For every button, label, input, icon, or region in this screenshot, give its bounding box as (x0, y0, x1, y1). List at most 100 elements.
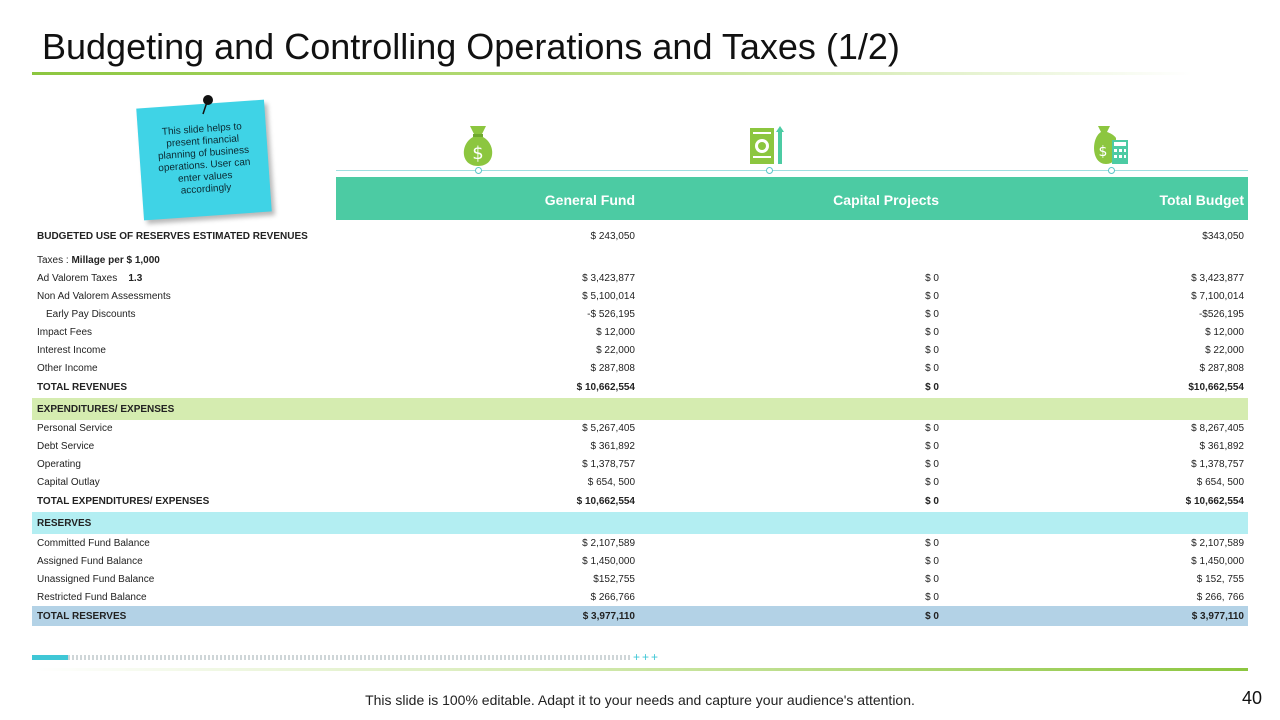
total-budget-value: $ 12,000 (1205, 327, 1244, 338)
table-row: Impact Fees $ 12,000 $ 0 $ 12,000 (32, 324, 1248, 342)
row-label: BUDGETED USE OF RESERVES ESTIMATED REVEN… (37, 231, 308, 242)
total-budget-value: $ 8,267,405 (1191, 423, 1244, 434)
table-row: Early Pay Discounts -$ 526,195 $ 0 -$526… (32, 306, 1248, 324)
plus-decoration: +++ (633, 650, 661, 664)
footer-text: This slide is 100% editable. Adapt it to… (365, 692, 915, 708)
capital-projects-value: $ 0 (925, 382, 939, 393)
total-budget-value: $ 361,892 (1199, 441, 1245, 452)
table-row: Restricted Fund Balance $ 266,766 $ 0 $ … (32, 589, 1248, 607)
capital-projects-value: $ 0 (925, 459, 939, 470)
table-header-band (336, 177, 1248, 220)
header-general-fund: General Fund (544, 192, 635, 208)
money-bag-icon: $ (463, 126, 493, 166)
total-budget-value: $ 10,662,554 (1185, 496, 1244, 507)
capital-projects-value: $ 0 (925, 574, 939, 585)
total-budget-value: $ 3,977,110 (1191, 611, 1244, 622)
general-fund-value: $ 243,050 (590, 231, 636, 242)
capital-projects-value: $ 0 (925, 556, 939, 567)
general-fund-value: $152,755 (593, 574, 635, 585)
row-label: Impact Fees (37, 327, 93, 338)
total-budget-value: $343,050 (1202, 231, 1244, 242)
capital-projects-value: $ 0 (925, 327, 939, 338)
table-row: Operating $ 1,378,757 $ 0 $ 1,378,757 (32, 456, 1248, 474)
capital-projects-value: $ 0 (925, 273, 939, 284)
row-label: TOTAL REVENUES (37, 382, 128, 393)
row-label: Capital Outlay (37, 477, 100, 488)
row-label: Personal Service (37, 423, 113, 434)
row-label: Restricted Fund Balance (37, 592, 147, 603)
row-label: TOTAL EXPENDITURES/ EXPENSES (37, 496, 210, 507)
row-label: Unassigned Fund Balance (37, 574, 155, 585)
budget-calculator-icon: $ (1094, 126, 1128, 164)
row-label: Operating (37, 459, 81, 470)
table-row: Interest Income $ 22,000 $ 0 $ 22,000 (32, 342, 1248, 360)
total-budget-value: $ 654, 500 (1196, 477, 1244, 488)
note-text: This slide helps to present financial pl… (157, 121, 251, 197)
total-budget-value: $ 1,378,757 (1191, 459, 1244, 470)
table-row: Capital Outlay $ 654, 500 $ 0 $ 654, 500 (32, 474, 1248, 492)
capital-projects-value: $ 0 (925, 363, 939, 374)
total-budget-value: $10,662,554 (1188, 382, 1244, 393)
total-budget-value: $ 1,450,000 (1191, 556, 1244, 567)
table-row: Ad Valorem Taxes 1.3 $ 3,423,877 $ 0 $ 3… (32, 270, 1248, 288)
footer-divider (32, 668, 1248, 671)
sticky-note: This slide helps to present financial pl… (136, 95, 272, 221)
note-paper: This slide helps to present financial pl… (136, 99, 272, 221)
total-reserves-row: TOTAL RESERVES $ 3,977,110 $ 0 $ 3,977,1… (32, 606, 1248, 626)
total-budget-value: -$526,195 (1198, 309, 1244, 320)
table-row: Committed Fund Balance $ 2,107,589 $ 0 $… (32, 535, 1248, 553)
capital-projects-value: $ 0 (925, 496, 939, 507)
row-label: Non Ad Valorem Assessments (37, 291, 171, 302)
table-row: Unassigned Fund Balance $152,755 $ 0 $ 1… (32, 571, 1248, 589)
row-label: Early Pay Discounts (46, 309, 136, 320)
capital-projects-value: $ 0 (925, 592, 939, 603)
section-label: RESERVES (37, 518, 92, 529)
general-fund-value: $ 654, 500 (587, 477, 635, 488)
capital-projects-value: $ 0 (925, 441, 939, 452)
table-row: Debt Service $ 361,892 $ 0 $ 361,892 (32, 438, 1248, 456)
row-label: Ad Valorem Taxes 1.3 (37, 273, 142, 284)
capital-projects-value: $ 0 (925, 611, 939, 622)
general-fund-value: $ 5,100,014 (582, 291, 635, 302)
general-fund-value: -$ 526,195 (587, 309, 635, 320)
svg-text:$: $ (1099, 144, 1108, 160)
reserves-section-band: RESERVES (32, 512, 1248, 534)
capital-projects-value: $ 0 (925, 538, 939, 549)
total-revenues-row: TOTAL REVENUES $ 10,662,554 $ 0 $10,662,… (32, 379, 1248, 397)
row-label-text: Ad Valorem Taxes (37, 273, 118, 284)
row-label: Taxes : Millage per $ 1,000 (37, 255, 160, 266)
expenditures-section-band: EXPENDITURES/ EXPENSES (32, 398, 1248, 420)
certificate-gear-icon (750, 126, 784, 164)
row-label: Other Income (37, 363, 98, 374)
header-total-budget: Total Budget (1159, 192, 1244, 208)
progress-track (32, 655, 632, 660)
table-row: BUDGETED USE OF RESERVES ESTIMATED REVEN… (32, 228, 1248, 246)
table-row: Non Ad Valorem Assessments $ 5,100,014 $… (32, 288, 1248, 306)
connector-dot (1108, 167, 1115, 174)
table-row: Taxes : Millage per $ 1,000 (32, 252, 1248, 270)
capital-projects-value: $ 0 (925, 309, 939, 320)
row-label-text: Taxes : (37, 255, 72, 266)
millage-rate: 1.3 (128, 273, 143, 284)
total-budget-value: $ 7,100,014 (1191, 291, 1244, 302)
capital-projects-value: $ 0 (925, 477, 939, 488)
total-budget-value: $ 22,000 (1205, 345, 1244, 356)
capital-projects-value: $ 0 (925, 423, 939, 434)
table-row: Other Income $ 287,808 $ 0 $ 287,808 (32, 360, 1248, 378)
general-fund-value: $ 5,267,405 (582, 423, 635, 434)
row-label: Assigned Fund Balance (37, 556, 143, 567)
total-budget-value: $ 2,107,589 (1191, 538, 1244, 549)
general-fund-value: $ 287,808 (590, 363, 636, 374)
table-row: Personal Service $ 5,267,405 $ 0 $ 8,267… (32, 420, 1248, 438)
row-label: Committed Fund Balance (37, 538, 150, 549)
general-fund-value: $ 1,450,000 (582, 556, 635, 567)
title-underline (32, 72, 1192, 75)
general-fund-value: $ 3,423,877 (582, 273, 635, 284)
page-number: 40 (1241, 688, 1262, 708)
table-row: Assigned Fund Balance $ 1,450,000 $ 0 $ … (32, 553, 1248, 571)
general-fund-value: $ 12,000 (596, 327, 635, 338)
capital-projects-value: $ 0 (925, 291, 939, 302)
general-fund-value: $ 10,662,554 (576, 496, 635, 507)
total-budget-value: $ 266, 766 (1196, 592, 1244, 603)
general-fund-value: $ 361,892 (590, 441, 636, 452)
